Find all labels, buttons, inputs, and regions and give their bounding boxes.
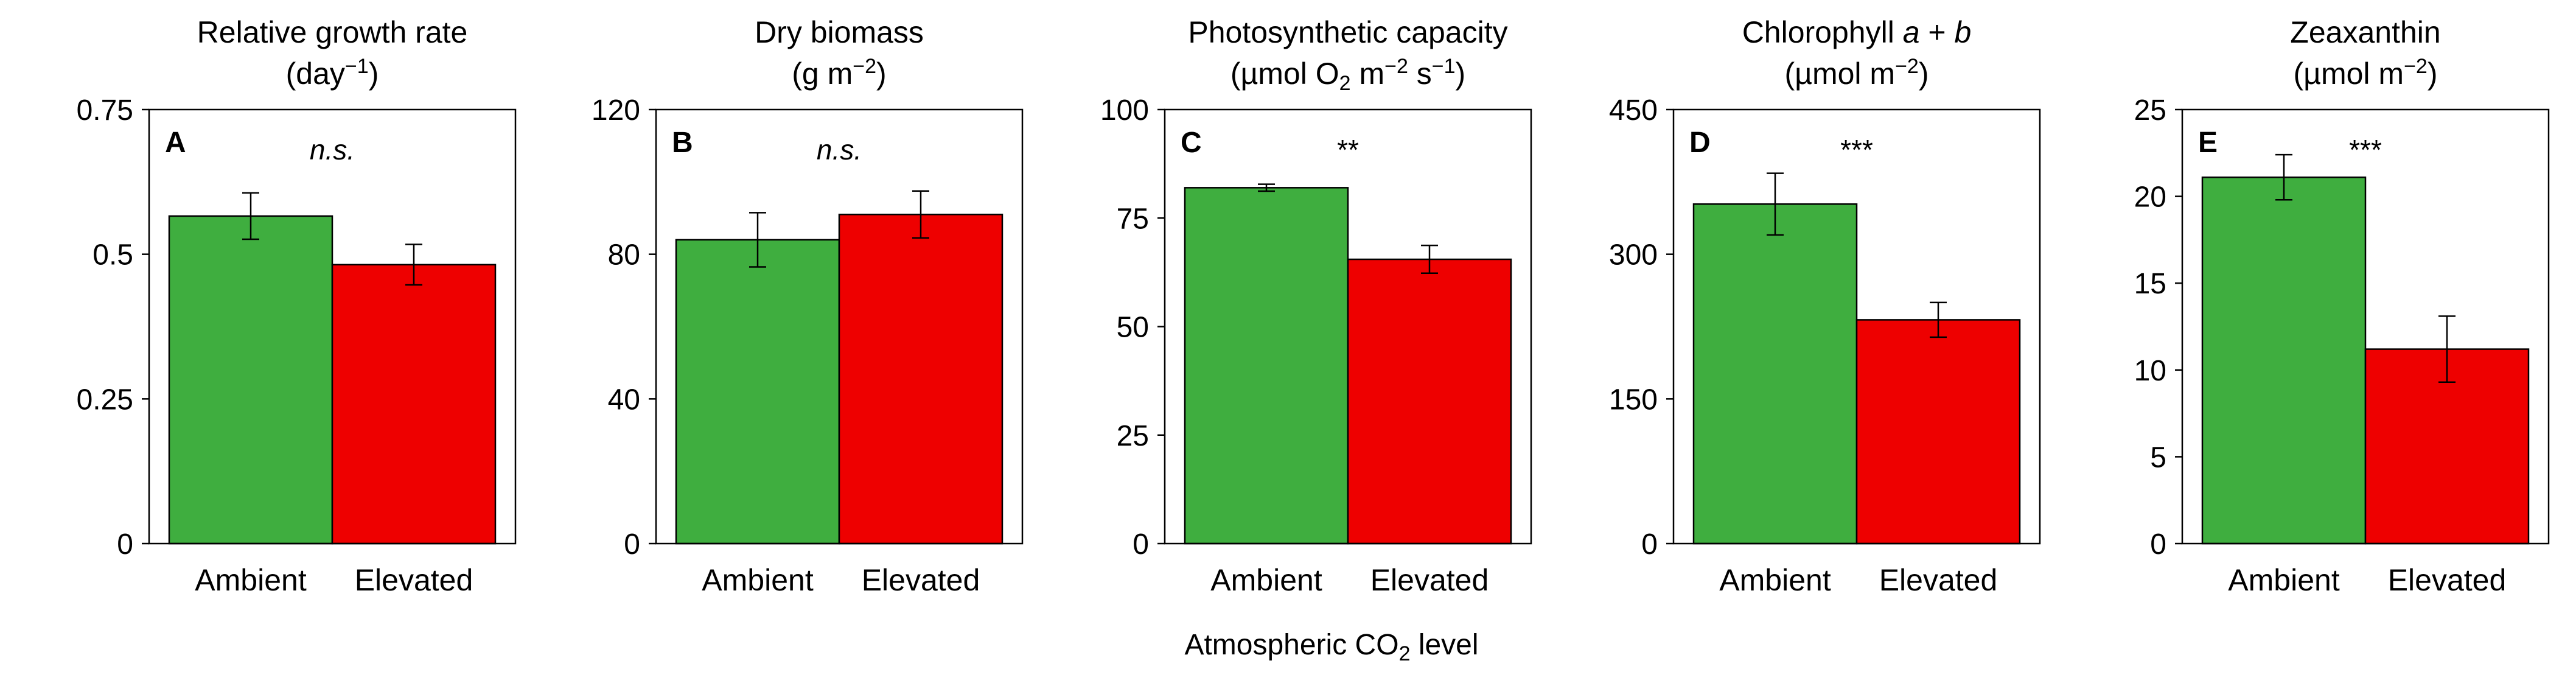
unit-part: (g m [792,57,853,91]
chart-panel-a: Relative growth rate (day−1) Ambient Elevat… [77,15,517,597]
unit-part: ) [369,57,379,91]
y-tick-label: 50 [1117,312,1149,344]
significance-label: *** [1840,134,1873,166]
x-axis-label-part: Atmospheric CO [1184,629,1398,661]
plot-frame [655,108,1024,545]
category-label: Ambient [195,563,307,597]
title-part: Chlorophyll [1742,15,1903,49]
bar-ambient [1692,203,1858,545]
unit-subscript: 2 [1339,72,1351,95]
bar-elevated [1855,319,2021,545]
panel-title: Relative growth rate [197,15,468,49]
unit-superscript: −2 [853,55,876,78]
unit-part: s [1408,57,1432,91]
y-tick-label: 20 [2134,181,2166,214]
bar-ambient [1184,187,1349,545]
unit-superscript: −1 [1432,55,1456,78]
x-axis-label-part: level [1410,629,1478,661]
y-tick-label: 15 [2134,268,2166,300]
y-tick-label: 120 [592,94,640,127]
category-label: Ambient [2228,563,2340,597]
y-tick-label: 0.25 [77,384,133,416]
chart-panel-e: Zeaxanthin (µmol m−2) Ambient Elevated 0 5 10 1… [2134,15,2550,597]
y-tick-label: 0.75 [77,94,133,127]
panel-unit: (µmol O2 m−2 s−1) [1230,55,1465,95]
title-part: + [1920,15,1955,49]
panel-title: Dry biomass [755,15,924,49]
panel-unit: (day−1) [286,55,379,91]
y-tick-label: 450 [1609,94,1658,127]
unit-part: ) [1919,57,1929,91]
unit-part: ) [2428,57,2438,91]
category-label: Elevated [2388,563,2507,597]
y-tick-label: 0 [117,528,133,561]
unit-part: (µmol O [1230,57,1339,91]
significance-label: *** [2349,134,2382,166]
significance-label: n.s. [817,134,862,166]
unit-part: ) [1456,57,1466,91]
panel-title: Chlorophyll a + b [1742,15,1972,49]
significance-label: ** [1337,134,1359,166]
y-tick-label: 80 [608,239,640,271]
y-tick-label: 10 [2134,355,2166,387]
panel-unit: (g m−2) [792,55,886,91]
plot-frame [2181,108,2550,545]
category-label: Ambient [1210,563,1322,597]
chart-panel-d: Chlorophyll a + b (µmol m−2) Ambient Elevat… [1609,15,2041,597]
y-tick-label: 25 [1117,420,1149,452]
unit-part: ) [876,57,887,91]
unit-part: (µmol m [2294,57,2404,91]
category-label: Ambient [702,563,814,597]
category-label: Elevated [1879,563,1998,597]
panel-letter: B [672,127,693,159]
y-tick-label: 25 [2134,94,2166,127]
bar-ambient [675,239,840,545]
y-tick-label: 5 [2150,441,2166,474]
unit-superscript: −2 [2404,55,2428,78]
panel-unit: (µmol m−2) [2294,55,2438,91]
y-tick-label: 0 [1641,528,1658,561]
category-label: Elevated [1370,563,1489,597]
y-tick-label: 0.5 [92,239,133,271]
plot-frame [148,108,517,545]
bar-ambient [2201,176,2367,545]
bar-elevated [838,214,1004,545]
panel-title: Zeaxanthin [2290,15,2440,49]
y-tick-label: 300 [1609,239,1658,271]
y-tick-label: 75 [1117,203,1149,235]
y-tick-label: 100 [1100,94,1149,127]
category-label: Elevated [862,563,980,597]
title-part-italic: b [1955,15,1972,49]
chart-panel-b: Dry biomass (g m−2) Ambient Elevated 0 40 80 12… [592,15,1024,597]
y-tick-label: 150 [1609,384,1658,416]
x-axis-label-subscript: 2 [1399,642,1411,665]
unit-superscript: −2 [1895,55,1919,78]
unit-part: (day [286,57,345,91]
y-tick-label: 0 [1133,528,1149,561]
bar-elevated [1347,258,1512,545]
unit-part: m [1351,57,1385,91]
y-tick-label: 40 [608,384,640,416]
panel-letter: E [2198,127,2218,159]
significance-label: n.s. [310,134,355,166]
title-part-italic: a [1903,15,1920,49]
category-label: Elevated [355,563,473,597]
x-axis-label: Atmospheric CO2 level [1184,629,1478,665]
y-tick-label: 0 [2150,528,2166,561]
unit-superscript: −1 [345,55,369,78]
unit-superscript: −2 [1384,55,1408,78]
bar-elevated [331,264,497,545]
panel-title: Photosynthetic capacity [1188,15,1507,49]
unit-part: (µmol m [1785,57,1896,91]
category-label: Ambient [1719,563,1831,597]
panel-letter: A [165,127,186,159]
chart-panel-c: Photosynthetic capacity (µmol O2 m−2 s−1)… [1100,15,1532,597]
panel-unit: (µmol m−2) [1785,55,1929,91]
panel-letter: C [1181,127,1202,159]
panel-letter: D [1689,127,1711,159]
y-tick-label: 0 [624,528,640,561]
bar-ambient [168,215,333,545]
plot-frame [1672,108,2041,545]
